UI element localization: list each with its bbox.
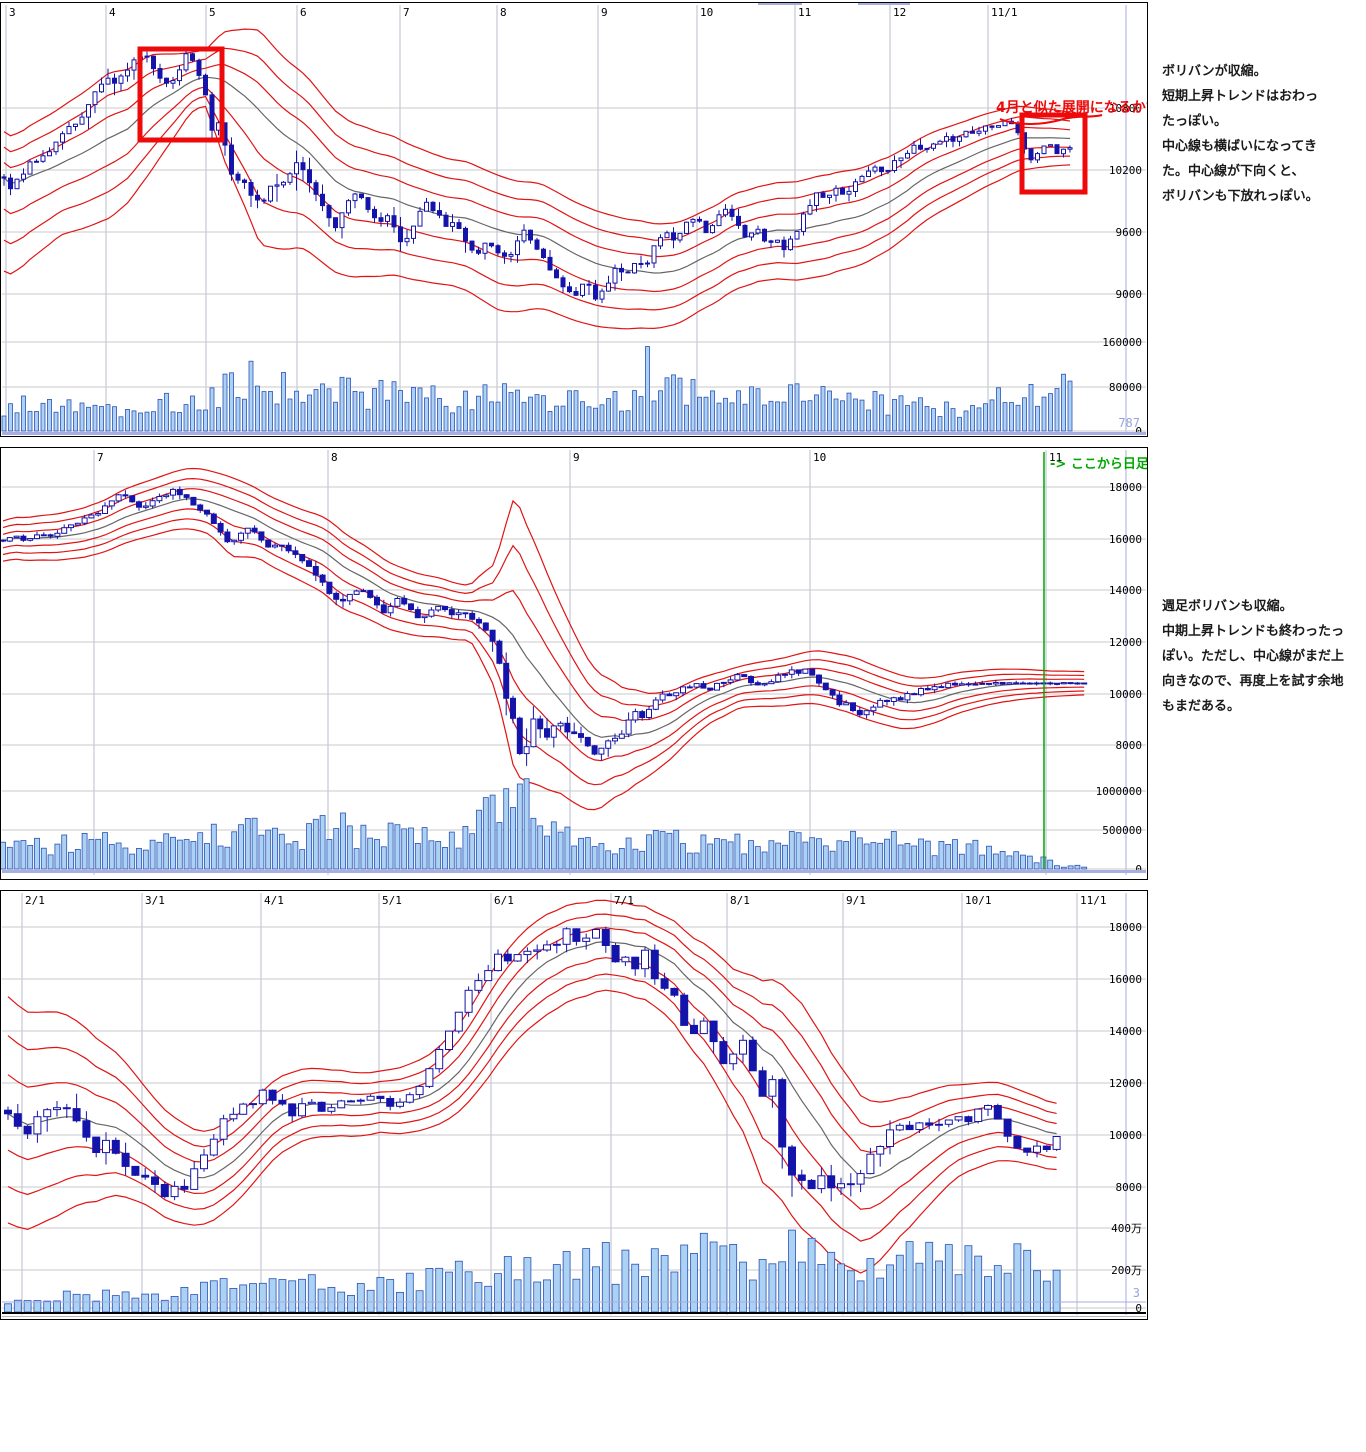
note-line: 中心線も横ばいになってき: [1162, 139, 1317, 154]
svg-text:12: 12: [893, 6, 906, 19]
svg-text:5/1: 5/1: [382, 894, 402, 907]
svg-text:8/1: 8/1: [730, 894, 750, 907]
axis-labels: 7 8 9 10 11 18000 16000 14000 12000 10000 8000 1000…: [97, 451, 1142, 876]
svg-text:11/1: 11/1: [991, 6, 1018, 19]
svg-text:14000: 14000: [1109, 584, 1142, 597]
panel-border: [0, 2, 1148, 437]
annotation-column: ボリバンが収縮。 短期上昇トレンドはおわっ たっぽい。 中心線も横ばいになってき…: [1162, 0, 1364, 1452]
center-line: [3, 76, 1071, 274]
svg-text:7: 7: [403, 6, 410, 19]
svg-text:3: 3: [9, 6, 16, 19]
red-highlight-box: [1019, 112, 1088, 195]
bollinger-bands: [2, 467, 1085, 811]
note-line: たっぽい。: [1162, 114, 1228, 129]
svg-text:12000: 12000: [1109, 636, 1142, 649]
center-line: [2, 498, 1085, 738]
faint-residual-label: 787: [1118, 416, 1140, 430]
svg-text:4: 4: [109, 6, 116, 19]
svg-text:10000: 10000: [1109, 1129, 1142, 1142]
svg-text:10000: 10000: [1109, 688, 1142, 701]
panel-border: [0, 890, 1148, 1320]
weekly-chart-note: 週足ボリバンも収縮。 中期上昇トレンドも終わったっ ぽい。ただし、中心線がまだ上…: [1162, 594, 1362, 719]
note-line: た。中心線が下向くと、: [1162, 164, 1305, 179]
svg-text:2/1: 2/1: [25, 894, 45, 907]
svg-text:0: 0: [1135, 863, 1142, 876]
axis-labels: 2/1 3/1 4/1 5/1 6/1 7/1 8/1 9/1 10/1 11/1 18000 160…: [25, 894, 1142, 1315]
svg-text:8000: 8000: [1116, 1181, 1143, 1194]
red-underline-squiggle: [999, 114, 1103, 125]
svg-text:8: 8: [500, 6, 507, 19]
volume-bars: [4, 1229, 1061, 1313]
svg-text:16000: 16000: [1109, 973, 1142, 986]
svg-text:18000: 18000: [1109, 921, 1142, 934]
svg-text:10/1: 10/1: [965, 894, 992, 907]
svg-text:160000: 160000: [1102, 336, 1142, 349]
red-highlight-box: [137, 46, 225, 143]
note-line: もまだある。: [1162, 699, 1241, 714]
svg-text:3/1: 3/1: [145, 894, 165, 907]
svg-text:6/1: 6/1: [494, 894, 514, 907]
svg-text:9: 9: [573, 451, 580, 464]
axis-labels: 3 4 5 6 7 8 9 10 11 12 11/1 10800 10200 9600 9000 16000…: [9, 6, 1142, 437]
svg-text:5: 5: [209, 6, 216, 19]
daily-chart: 3 4 5 6 7 8 9 10 11 12 11/1 10800 10200 9600 9000 16000…: [0, 2, 1148, 437]
svg-text:80000: 80000: [1109, 381, 1142, 394]
svg-text:10: 10: [813, 451, 826, 464]
svg-text:8: 8: [331, 451, 338, 464]
daily-start-label: -> ここから日足: [1050, 457, 1148, 472]
volume-bars: [0, 778, 1088, 870]
annotations: 3: [2, 1286, 1146, 1317]
annotations: -> ここから日足: [2, 452, 1148, 873]
svg-text:6: 6: [300, 6, 307, 19]
svg-text:7: 7: [97, 451, 104, 464]
weekly-chart: 7 8 9 10 11 18000 16000 14000 12000 10000 8000 1000…: [0, 447, 1148, 880]
faint-residual-label: 3: [1133, 1286, 1140, 1300]
svg-text:8000: 8000: [1116, 739, 1143, 752]
svg-text:11: 11: [1049, 451, 1062, 464]
panel-border: [0, 447, 1148, 880]
svg-text:0: 0: [1135, 1302, 1142, 1315]
svg-text:1000000: 1000000: [1096, 785, 1142, 798]
candles: [1, 51, 1073, 304]
svg-text:0: 0: [1135, 425, 1142, 437]
svg-text:9/1: 9/1: [846, 894, 866, 907]
monthly-chart: 2/1 3/1 4/1 5/1 6/1 7/1 8/1 9/1 10/1 11/1 18000 160…: [0, 890, 1148, 1320]
note-line: 週足ボリバンも収縮。: [1162, 599, 1293, 614]
annotations: 4月と似た展開になるか? 787: [2, 2, 1148, 435]
svg-text:12000: 12000: [1109, 1077, 1142, 1090]
svg-text:7/1: 7/1: [614, 894, 634, 907]
note-line: ぽい。ただし、中心線がまだ上: [1162, 649, 1345, 664]
svg-text:4/1: 4/1: [264, 894, 284, 907]
note-line: 向きなので、再度上を試す余地: [1162, 674, 1344, 689]
daily-chart-note: ボリバンが収縮。 短期上昇トレンドはおわっ たっぽい。 中心線も横ばいになってき…: [1162, 59, 1362, 209]
red-note-text: 4月と似た展開になるか?: [996, 100, 1148, 116]
volume-baseline: [2, 1312, 1146, 1314]
volume-baseline: [2, 432, 1146, 435]
svg-text:9: 9: [601, 6, 608, 19]
svg-text:10: 10: [700, 6, 713, 19]
svg-text:10800: 10800: [1109, 102, 1142, 115]
note-line: ボリバンも下放れっぽい。: [1162, 189, 1319, 204]
candles: [1, 486, 1088, 766]
svg-text:200万: 200万: [1111, 1264, 1142, 1277]
svg-text:18000: 18000: [1109, 481, 1142, 494]
svg-text:16000: 16000: [1109, 533, 1142, 546]
svg-text:400万: 400万: [1111, 1222, 1142, 1235]
svg-text:14000: 14000: [1109, 1025, 1142, 1038]
svg-text:9000: 9000: [1116, 288, 1143, 301]
svg-text:500000: 500000: [1102, 824, 1142, 837]
volume-baseline: [2, 870, 1146, 873]
note-line: 短期上昇トレンドはおわっ: [1162, 89, 1319, 104]
svg-text:10200: 10200: [1109, 164, 1142, 177]
svg-text:11/1: 11/1: [1080, 894, 1107, 907]
center-line: [7, 940, 1057, 1179]
note-line: ボリバンが収縮。: [1162, 64, 1267, 79]
svg-text:9600: 9600: [1116, 226, 1143, 239]
volume-bars: [1, 346, 1073, 432]
candles: [4, 926, 1061, 1202]
svg-text:11: 11: [798, 6, 811, 19]
note-line: 中期上昇トレンドも終わったっ: [1162, 624, 1345, 639]
